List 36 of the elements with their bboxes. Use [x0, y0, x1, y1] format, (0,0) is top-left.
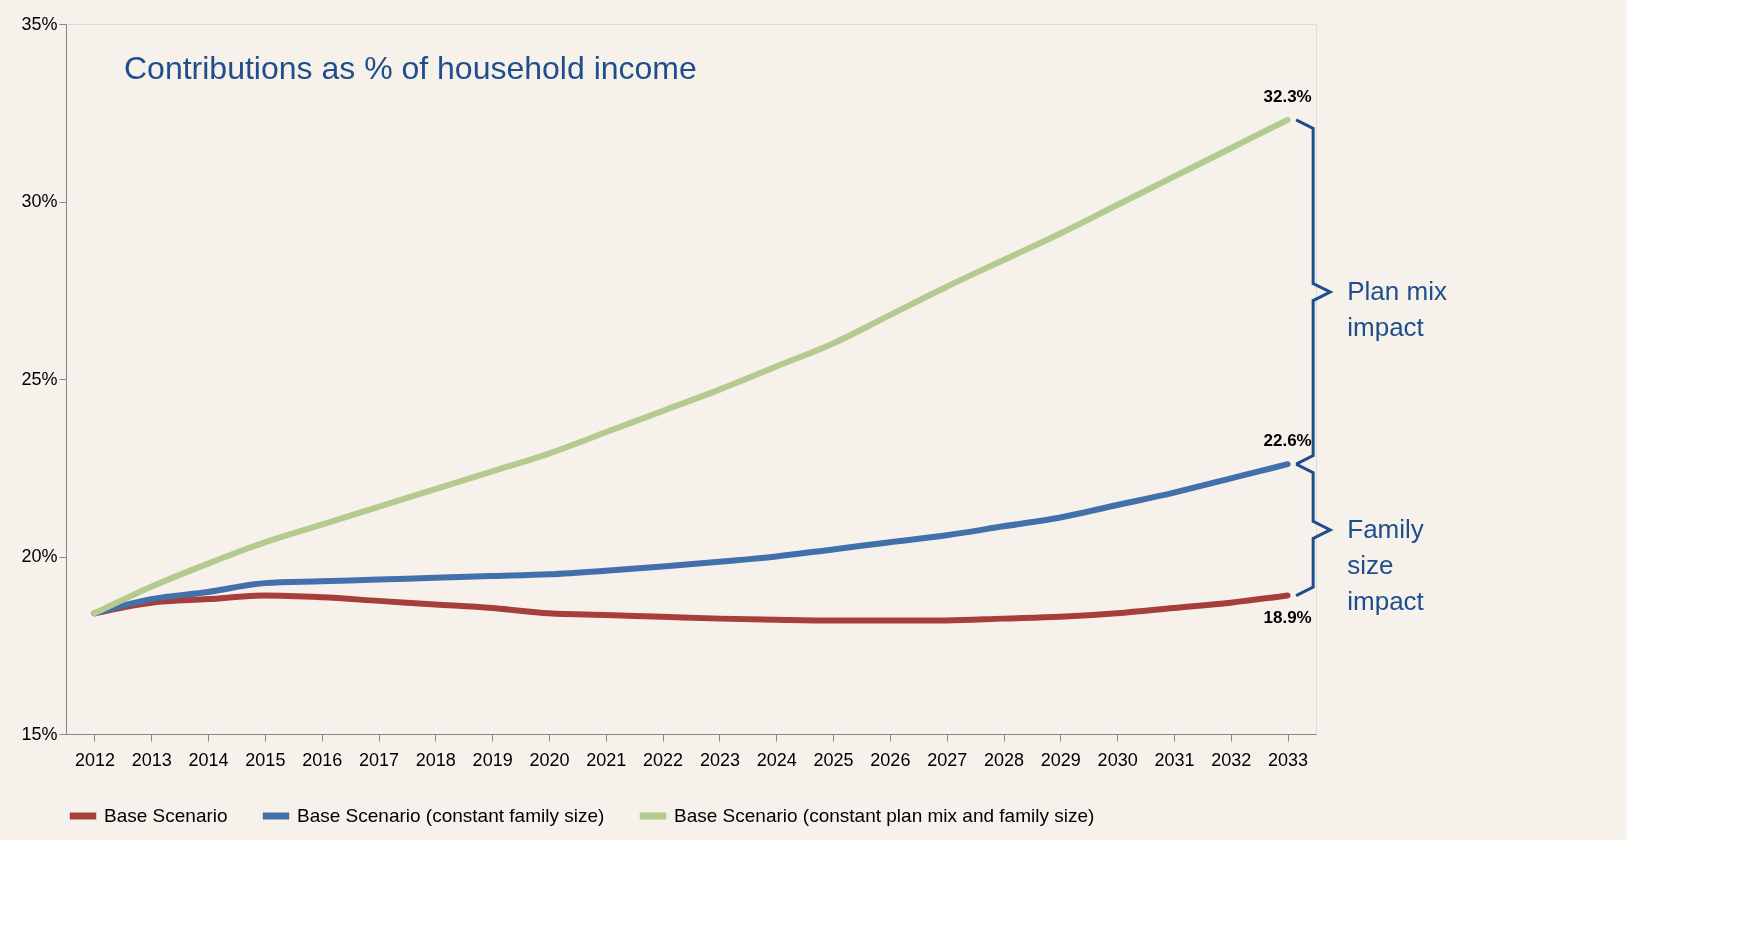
legend-label: Base Scenario (constant plan mix and family size) — [674, 805, 1095, 826]
x-tick-label: 2021 — [586, 749, 627, 770]
x-tick-label: 2031 — [1154, 749, 1195, 770]
legend-label: Base Scenario — [104, 805, 228, 826]
x-tick-label: 2033 — [1268, 749, 1309, 770]
data-label: 22.6% — [1263, 431, 1312, 451]
x-tick-label: 2020 — [529, 749, 570, 770]
y-tick-label: 20% — [21, 546, 58, 566]
x-tick-label: 2025 — [813, 749, 854, 770]
data-label: 32.3% — [1263, 86, 1312, 106]
x-tick-label: 2017 — [358, 749, 400, 770]
x-tick-label: 2023 — [699, 749, 740, 770]
x-tick-label: 2027 — [927, 749, 968, 770]
x-tick-label: 2029 — [1040, 749, 1081, 770]
x-tick-label: 2030 — [1097, 749, 1138, 770]
x-tick-label: 2016 — [302, 749, 343, 770]
text: Contributions as % of household income — [124, 50, 697, 86]
x-tick-label: 2028 — [983, 749, 1025, 770]
text: Family size impact — [1347, 513, 1425, 616]
x-tick-label: 2026 — [870, 749, 911, 770]
y-tick-label: 25% — [21, 368, 58, 389]
x-tick-label: 2018 — [415, 749, 456, 770]
x-tick-label: 2022 — [643, 749, 684, 770]
x-tick-label: 2012 — [74, 749, 115, 770]
x-tick-label: 2013 — [131, 749, 172, 770]
x-tick-label: 2024 — [756, 749, 797, 770]
data-label: 18.9% — [1263, 607, 1312, 627]
x-tick-label: 2019 — [472, 749, 513, 770]
legend-label: Base Scenario (constant family size) — [297, 805, 605, 826]
y-tick-label: 30% — [21, 191, 58, 211]
x-tick-label: 2014 — [188, 749, 229, 770]
text: Plan mix impact — [1347, 276, 1447, 343]
y-tick-label: 15% — [21, 723, 58, 744]
x-tick-label: 2015 — [245, 749, 286, 770]
y-tick-label: 35% — [21, 13, 58, 34]
x-tick-label: 2032 — [1211, 749, 1252, 770]
